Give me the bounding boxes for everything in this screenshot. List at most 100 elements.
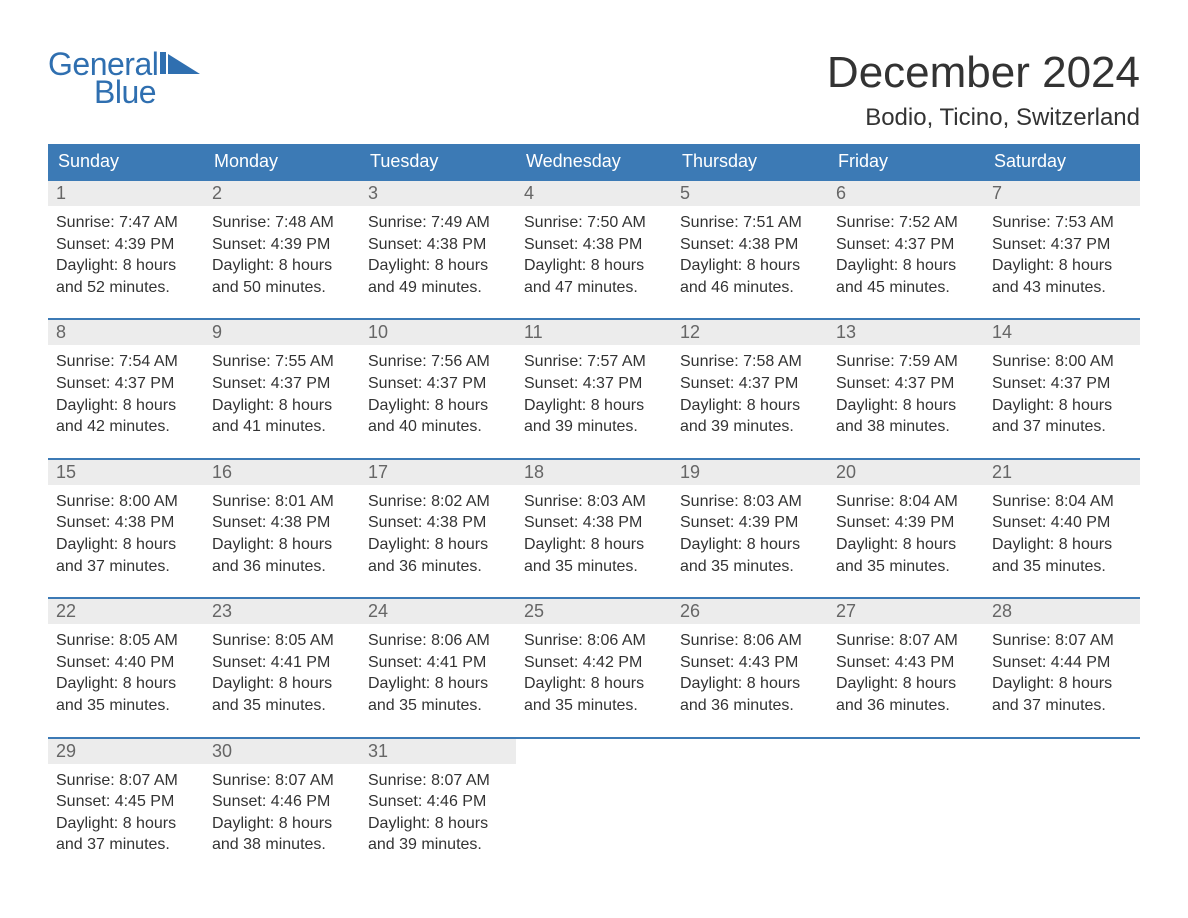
- day-cell: 22Sunrise: 8:05 AMSunset: 4:40 PMDayligh…: [48, 599, 204, 716]
- day-cell: 13Sunrise: 7:59 AMSunset: 4:37 PMDayligh…: [828, 320, 984, 437]
- daylight-line: Daylight: 8 hours and 39 minutes.: [368, 813, 508, 856]
- sunrise-line: Sunrise: 7:50 AM: [524, 212, 664, 234]
- day-body: Sunrise: 8:07 AMSunset: 4:44 PMDaylight:…: [984, 624, 1140, 716]
- sunrise-line: Sunrise: 8:04 AM: [992, 491, 1132, 513]
- day-body: Sunrise: 7:52 AMSunset: 4:37 PMDaylight:…: [828, 206, 984, 298]
- sunset-line: Sunset: 4:38 PM: [212, 512, 352, 534]
- day-number: 1: [48, 181, 204, 206]
- sunset-line: Sunset: 4:43 PM: [680, 652, 820, 674]
- day-number: 29: [48, 739, 204, 764]
- daylight-line: Daylight: 8 hours and 47 minutes.: [524, 255, 664, 298]
- sunset-line: Sunset: 4:37 PM: [368, 373, 508, 395]
- day-cell: 2Sunrise: 7:48 AMSunset: 4:39 PMDaylight…: [204, 181, 360, 298]
- day-cell: 19Sunrise: 8:03 AMSunset: 4:39 PMDayligh…: [672, 460, 828, 577]
- sunset-line: Sunset: 4:37 PM: [836, 373, 976, 395]
- sunrise-line: Sunrise: 8:05 AM: [56, 630, 196, 652]
- daylight-line: Daylight: 8 hours and 35 minutes.: [56, 673, 196, 716]
- daylight-line: Daylight: 8 hours and 35 minutes.: [992, 534, 1132, 577]
- day-cell: 12Sunrise: 7:58 AMSunset: 4:37 PMDayligh…: [672, 320, 828, 437]
- sunset-line: Sunset: 4:38 PM: [680, 234, 820, 256]
- sunrise-line: Sunrise: 7:49 AM: [368, 212, 508, 234]
- sunset-line: Sunset: 4:37 PM: [524, 373, 664, 395]
- day-cell: 17Sunrise: 8:02 AMSunset: 4:38 PMDayligh…: [360, 460, 516, 577]
- day-number: 9: [204, 320, 360, 345]
- sunrise-line: Sunrise: 7:47 AM: [56, 212, 196, 234]
- day-body: Sunrise: 8:05 AMSunset: 4:41 PMDaylight:…: [204, 624, 360, 716]
- sunrise-line: Sunrise: 7:57 AM: [524, 351, 664, 373]
- day-body: Sunrise: 8:04 AMSunset: 4:39 PMDaylight:…: [828, 485, 984, 577]
- day-body: Sunrise: 7:56 AMSunset: 4:37 PMDaylight:…: [360, 345, 516, 437]
- day-cell: 7Sunrise: 7:53 AMSunset: 4:37 PMDaylight…: [984, 181, 1140, 298]
- sunrise-line: Sunrise: 8:00 AM: [56, 491, 196, 513]
- day-number-empty: [984, 739, 1140, 764]
- daylight-line: Daylight: 8 hours and 36 minutes.: [368, 534, 508, 577]
- day-cell: 27Sunrise: 8:07 AMSunset: 4:43 PMDayligh…: [828, 599, 984, 716]
- day-cell: 18Sunrise: 8:03 AMSunset: 4:38 PMDayligh…: [516, 460, 672, 577]
- daylight-line: Daylight: 8 hours and 36 minutes.: [836, 673, 976, 716]
- day-body: Sunrise: 8:06 AMSunset: 4:42 PMDaylight:…: [516, 624, 672, 716]
- day-number: 3: [360, 181, 516, 206]
- daylight-line: Daylight: 8 hours and 36 minutes.: [680, 673, 820, 716]
- daylight-line: Daylight: 8 hours and 45 minutes.: [836, 255, 976, 298]
- dow-cell: Monday: [204, 144, 360, 179]
- week-row: 22Sunrise: 8:05 AMSunset: 4:40 PMDayligh…: [48, 597, 1140, 716]
- daylight-line: Daylight: 8 hours and 37 minutes.: [992, 673, 1132, 716]
- day-number: 23: [204, 599, 360, 624]
- day-cell: [672, 739, 828, 856]
- sunset-line: Sunset: 4:37 PM: [212, 373, 352, 395]
- day-cell: 14Sunrise: 8:00 AMSunset: 4:37 PMDayligh…: [984, 320, 1140, 437]
- sunset-line: Sunset: 4:40 PM: [992, 512, 1132, 534]
- sunrise-line: Sunrise: 8:07 AM: [368, 770, 508, 792]
- sunset-line: Sunset: 4:38 PM: [56, 512, 196, 534]
- sunrise-line: Sunrise: 8:07 AM: [56, 770, 196, 792]
- week-row: 29Sunrise: 8:07 AMSunset: 4:45 PMDayligh…: [48, 737, 1140, 856]
- month-title: December 2024: [827, 48, 1140, 98]
- sunrise-line: Sunrise: 7:54 AM: [56, 351, 196, 373]
- day-number: 19: [672, 460, 828, 485]
- day-number: 13: [828, 320, 984, 345]
- day-body: Sunrise: 8:03 AMSunset: 4:38 PMDaylight:…: [516, 485, 672, 577]
- day-cell: 15Sunrise: 8:00 AMSunset: 4:38 PMDayligh…: [48, 460, 204, 577]
- daylight-line: Daylight: 8 hours and 39 minutes.: [524, 395, 664, 438]
- day-number-empty: [828, 739, 984, 764]
- day-of-week-header: SundayMondayTuesdayWednesdayThursdayFrid…: [48, 144, 1140, 179]
- location-text: Bodio, Ticino, Switzerland: [827, 104, 1140, 132]
- sunrise-line: Sunrise: 8:07 AM: [836, 630, 976, 652]
- sunset-line: Sunset: 4:45 PM: [56, 791, 196, 813]
- day-cell: [984, 739, 1140, 856]
- day-number: 5: [672, 181, 828, 206]
- sunset-line: Sunset: 4:37 PM: [992, 373, 1132, 395]
- daylight-line: Daylight: 8 hours and 40 minutes.: [368, 395, 508, 438]
- sunset-line: Sunset: 4:39 PM: [680, 512, 820, 534]
- day-number: 22: [48, 599, 204, 624]
- daylight-line: Daylight: 8 hours and 35 minutes.: [680, 534, 820, 577]
- daylight-line: Daylight: 8 hours and 38 minutes.: [836, 395, 976, 438]
- sunrise-line: Sunrise: 7:52 AM: [836, 212, 976, 234]
- daylight-line: Daylight: 8 hours and 42 minutes.: [56, 395, 196, 438]
- day-body: Sunrise: 8:07 AMSunset: 4:45 PMDaylight:…: [48, 764, 204, 856]
- day-cell: 11 Sunrise: 7:57 AMSunset: 4:37 PMDayligh…: [516, 320, 672, 437]
- week-row: 8Sunrise: 7:54 AMSunset: 4:37 PMDaylight…: [48, 318, 1140, 437]
- day-body: Sunrise: 7:47 AMSunset: 4:39 PMDaylight:…: [48, 206, 204, 298]
- sunrise-line: Sunrise: 8:06 AM: [524, 630, 664, 652]
- daylight-line: Daylight: 8 hours and 37 minutes.: [56, 534, 196, 577]
- day-cell: 6Sunrise: 7:52 AMSunset: 4:37 PMDaylight…: [828, 181, 984, 298]
- logo: General Blue: [48, 48, 202, 108]
- day-number: 11: [516, 320, 672, 345]
- sunset-line: Sunset: 4:37 PM: [56, 373, 196, 395]
- day-cell: 31Sunrise: 8:07 AMSunset: 4:46 PMDayligh…: [360, 739, 516, 856]
- daylight-line: Daylight: 8 hours and 43 minutes.: [992, 255, 1132, 298]
- day-cell: 9Sunrise: 7:55 AMSunset: 4:37 PMDaylight…: [204, 320, 360, 437]
- day-body: Sunrise: 8:07 AMSunset: 4:46 PMDaylight:…: [360, 764, 516, 856]
- day-body: Sunrise: 7:48 AMSunset: 4:39 PMDaylight:…: [204, 206, 360, 298]
- sunset-line: Sunset: 4:37 PM: [680, 373, 820, 395]
- sunset-line: Sunset: 4:41 PM: [368, 652, 508, 674]
- day-number: 7: [984, 181, 1140, 206]
- daylight-line: Daylight: 8 hours and 37 minutes.: [992, 395, 1132, 438]
- day-cell: 20Sunrise: 8:04 AMSunset: 4:39 PMDayligh…: [828, 460, 984, 577]
- day-number: 27: [828, 599, 984, 624]
- day-cell: 24Sunrise: 8:06 AMSunset: 4:41 PMDayligh…: [360, 599, 516, 716]
- day-cell: 16Sunrise: 8:01 AMSunset: 4:38 PMDayligh…: [204, 460, 360, 577]
- title-block: December 2024 Bodio, Ticino, Switzerland: [827, 48, 1140, 132]
- day-body: Sunrise: 7:55 AMSunset: 4:37 PMDaylight:…: [204, 345, 360, 437]
